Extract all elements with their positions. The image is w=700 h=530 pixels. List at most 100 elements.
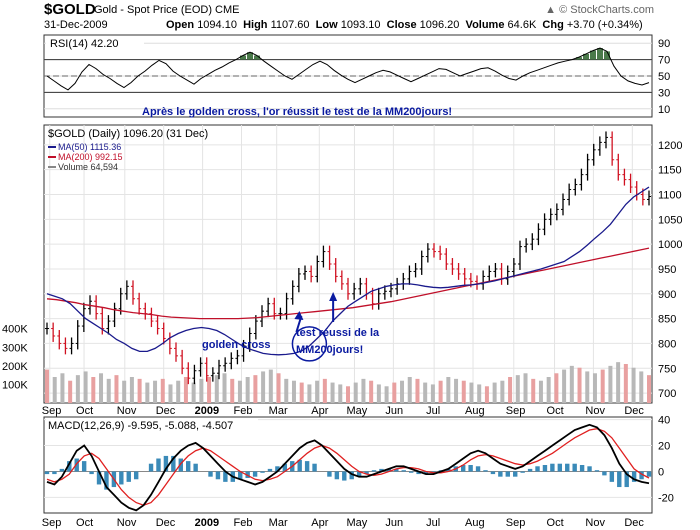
- price-tick-label: 850: [658, 314, 676, 326]
- macd-histogram-bar: [193, 463, 198, 472]
- chg-value: +3.70 (+0.34%): [566, 19, 643, 31]
- macd-x-label: Aug: [465, 517, 485, 529]
- macd-histogram-bar: [148, 463, 154, 472]
- volume-bar: [137, 378, 142, 403]
- volume-bar: [75, 375, 80, 403]
- price-tick-label: 1000: [658, 239, 682, 251]
- macd-histogram-bar: [260, 471, 265, 473]
- rsi-overbought-fill: [583, 53, 589, 60]
- price-x-label: Jul: [426, 405, 440, 417]
- price-x-label: Feb: [233, 405, 252, 417]
- macd-histogram-bar: [624, 471, 629, 488]
- price-x-label: Dec: [156, 405, 176, 417]
- rsi-overbought-fill: [247, 52, 253, 60]
- macd-x-label: Sep: [506, 517, 526, 529]
- macd-histogram-bar: [364, 471, 369, 475]
- high-value: 1107.60: [270, 19, 310, 31]
- volume-bar: [585, 371, 590, 403]
- volume-bar: [608, 365, 613, 403]
- golden-cross-circle: [291, 326, 328, 362]
- macd-x-label: Dec: [624, 517, 644, 529]
- price-tick-label: 900: [658, 289, 676, 301]
- macd-histogram-bar: [74, 458, 79, 472]
- price-x-label: Sep: [42, 405, 62, 417]
- macd-histogram-bar: [156, 458, 161, 472]
- volume-bar: [384, 386, 389, 403]
- price-frame: [43, 124, 653, 404]
- legend-entry: Volume 64,594: [58, 162, 118, 172]
- price-x-label: Aug: [465, 405, 485, 417]
- volume-bar: [153, 380, 158, 403]
- volume-bar: [392, 382, 397, 403]
- rsi-tick-label: 10: [658, 104, 670, 116]
- volume-bar: [592, 373, 597, 403]
- macd-histogram-bar: [215, 471, 221, 480]
- volume-bar: [361, 378, 366, 403]
- macd-histogram-bar: [550, 463, 555, 472]
- macd-x-label: Jul: [426, 517, 440, 529]
- close-value: 1096.20: [419, 19, 460, 31]
- annotation-headline: Après le golden cross, l'or réussit le t…: [142, 106, 452, 118]
- macd-histogram-bar: [252, 471, 258, 477]
- high-label: High: [243, 19, 268, 31]
- volume-bar: [461, 380, 466, 403]
- up-triangle-icon: ▲: [545, 4, 557, 16]
- volume-bar: [500, 380, 505, 403]
- price-tick-label: 700: [658, 388, 676, 400]
- macd-histogram-bar: [327, 471, 332, 477]
- macd-histogram-bar: [594, 470, 600, 472]
- macd-histogram-bar: [498, 471, 503, 477]
- volume-bar: [569, 365, 574, 403]
- price-x-label: 2009: [195, 405, 219, 417]
- ohlc-summary: Open 1094.10 High 1107.60 Low 1093.10 Cl…: [166, 19, 643, 31]
- volume-bar: [454, 378, 459, 403]
- macd-histogram-bar: [186, 461, 191, 472]
- macd-histogram-bar: [520, 471, 525, 473]
- macd-histogram-bar: [646, 471, 652, 477]
- price-x-label: Apr: [311, 405, 328, 417]
- volume-bar: [291, 380, 296, 403]
- rsi-overbought-fill: [576, 57, 582, 60]
- macd-histogram-bar: [178, 458, 183, 472]
- volume-bar: [99, 373, 104, 403]
- volume-bar: [562, 369, 567, 403]
- stockcharts-watermark[interactable]: ▲ © StockCharts.com: [545, 4, 654, 16]
- volume-bar: [330, 382, 335, 403]
- price-x-label: Nov: [585, 405, 605, 417]
- volume-bar: [191, 382, 196, 403]
- macd-x-label: Jun: [385, 517, 403, 529]
- macd-histogram-bar: [505, 471, 510, 477]
- rsi-tick-label: 70: [658, 55, 670, 67]
- volume-bar: [207, 377, 212, 403]
- volume-bar: [168, 384, 173, 403]
- macd-histogram-bar: [557, 463, 563, 472]
- macd-histogram-bar: [602, 471, 607, 476]
- macd-histogram-bar: [631, 471, 637, 482]
- macd-histogram-bar: [639, 471, 644, 480]
- volume-label: Volume: [465, 19, 505, 31]
- close-label: Close: [386, 19, 417, 31]
- volume-bar: [438, 380, 443, 403]
- macd-x-label: Nov: [585, 517, 605, 529]
- volume-bar: [83, 371, 88, 403]
- macd-histogram-bar: [104, 471, 109, 490]
- macd-histogram-bar: [527, 468, 533, 472]
- macd-histogram-bar: [565, 463, 570, 472]
- volume-bar: [91, 377, 96, 403]
- price-tick-label: 1200: [658, 140, 682, 152]
- volume-bar: [346, 386, 350, 403]
- volume-bar: [245, 377, 250, 403]
- volume-bar: [338, 384, 343, 403]
- macd-tick-label: 20: [658, 441, 670, 453]
- volume-bar: [230, 378, 235, 403]
- rsi-overbought-fill: [604, 51, 610, 60]
- macd-signal-line: [46, 428, 650, 506]
- macd-histogram-bar: [617, 471, 622, 488]
- macd-histogram-bar: [394, 468, 399, 472]
- volume-tick-label: 100K: [2, 379, 28, 391]
- volume-bar: [45, 369, 49, 403]
- price-x-label: Nov: [117, 405, 137, 417]
- volume-bar: [631, 367, 636, 403]
- macd-histogram-bar: [401, 470, 406, 472]
